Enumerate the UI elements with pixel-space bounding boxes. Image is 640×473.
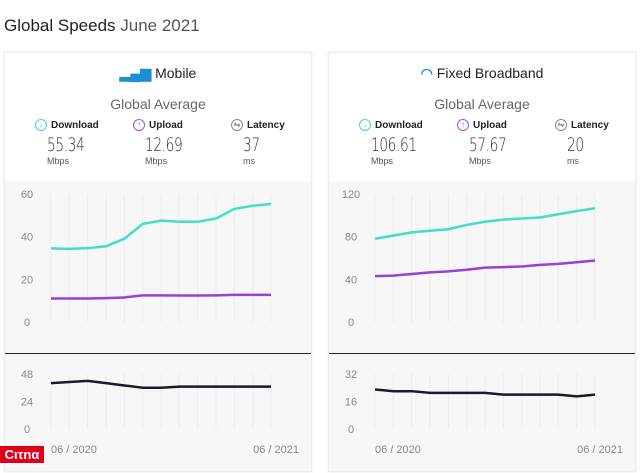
y-tick-label: 40 xyxy=(21,232,33,244)
watermark-logo: Cιτnα xyxy=(0,446,44,463)
y-tick-label: 20 xyxy=(21,274,33,286)
upload-line xyxy=(374,259,596,278)
metric-latency: ⇋ Latency 20 ms xyxy=(555,119,640,166)
y-tick-label: 24 xyxy=(21,397,33,409)
upload-icon: ↑ xyxy=(133,119,145,131)
card-title-text: Fixed Broadband xyxy=(436,65,544,81)
metric-value: 20 xyxy=(567,134,584,156)
x-axis-label: 06 / 2021 xyxy=(577,444,623,456)
latency-line xyxy=(50,379,271,389)
fixed-broadband-card: ◠ Fixed Broadband Global Average ↓ Downloa… xyxy=(328,52,636,472)
card-title: ▂▄▆ Mobile xyxy=(5,65,311,82)
card-title-text: Mobile xyxy=(155,65,197,81)
metric-label: Download xyxy=(375,119,423,131)
chart-divider xyxy=(5,353,311,354)
card-header: ◠ Fixed Broadband Global Average ↓ Downloa… xyxy=(329,53,635,181)
card-header: ▂▄▆ Mobile Global Average ↓ Download 55.34… xyxy=(5,53,311,181)
title-month: June 2021 xyxy=(120,16,200,35)
card-title: ◠ Fixed Broadband xyxy=(329,65,635,82)
metric-value: 37 xyxy=(243,134,260,156)
charts: 60 40 20 0 48 24 0 06 / 2020 06 / 2021 xyxy=(21,189,299,456)
metric-unit: ms xyxy=(243,156,255,166)
x-axis-label: 06 / 2020 xyxy=(51,444,97,456)
metric-download: ↓ Download 106.61 Mbps xyxy=(359,119,455,166)
charts: 120 80 40 0 32 16 0 06 / 2020 06 / 2021 xyxy=(342,189,623,456)
chart-divider xyxy=(329,353,635,354)
y-tick-label: 0 xyxy=(348,424,354,436)
y-tick-label: 0 xyxy=(348,317,354,329)
metric-value: 106.61 xyxy=(371,134,417,156)
metric-label: Latency xyxy=(247,119,285,131)
x-axis-label: 06 / 2020 xyxy=(375,444,421,456)
y-tick-label: 48 xyxy=(21,369,33,381)
metric-value: 12.69 xyxy=(145,134,183,156)
mobile-card: ▂▄▆ Mobile Global Average ↓ Download 55.34… xyxy=(4,52,312,472)
y-tick-label: 32 xyxy=(345,369,357,381)
metric-unit: ms xyxy=(567,156,579,166)
download-line xyxy=(374,207,596,241)
y-tick-label: 0 xyxy=(24,424,30,436)
page-title: Global Speeds June 2021 xyxy=(4,16,200,36)
metric-download: ↓ Download 55.34 Mbps xyxy=(35,119,131,166)
metric-unit: Mbps xyxy=(469,156,492,166)
latency-line xyxy=(374,388,596,398)
metric-value: 57.67 xyxy=(469,134,507,156)
metric-unit: Mbps xyxy=(47,156,70,166)
metric-label: Upload xyxy=(149,119,183,131)
y-tick-label: 16 xyxy=(345,397,357,409)
x-axis-label: 06 / 2021 xyxy=(253,444,299,456)
title-text: Global Speeds xyxy=(4,16,116,35)
y-tick-label: 60 xyxy=(21,189,33,201)
latency-icon: ⇋ xyxy=(555,119,567,131)
wifi-icon: ◠ xyxy=(420,65,433,81)
metric-label: Download xyxy=(51,119,99,131)
y-tick-label: 40 xyxy=(345,274,357,286)
metric-unit: Mbps xyxy=(371,156,394,166)
metric-upload: ↑ Upload 12.69 Mbps xyxy=(133,119,229,166)
y-tick-label: 0 xyxy=(24,317,30,329)
metric-label: Upload xyxy=(473,119,507,131)
download-line xyxy=(50,202,272,251)
metric-value: 55.34 xyxy=(47,134,85,156)
metric-latency: ⇋ Latency 37 ms xyxy=(231,119,327,166)
download-icon: ↓ xyxy=(359,119,371,131)
metric-label: Latency xyxy=(571,119,609,131)
download-icon: ↓ xyxy=(35,119,47,131)
metric-unit: Mbps xyxy=(145,156,168,166)
y-tick-label: 80 xyxy=(345,232,357,244)
y-tick-label: 120 xyxy=(342,189,360,201)
global-average-label: Global Average xyxy=(434,96,530,112)
latency-icon: ⇋ xyxy=(231,119,243,131)
upload-icon: ↑ xyxy=(457,119,469,131)
upload-line xyxy=(51,293,271,300)
global-average-label: Global Average xyxy=(110,96,206,112)
metric-upload: ↑ Upload 57.67 Mbps xyxy=(457,119,553,166)
signal-bars-icon: ▂▄▆ xyxy=(119,65,152,81)
